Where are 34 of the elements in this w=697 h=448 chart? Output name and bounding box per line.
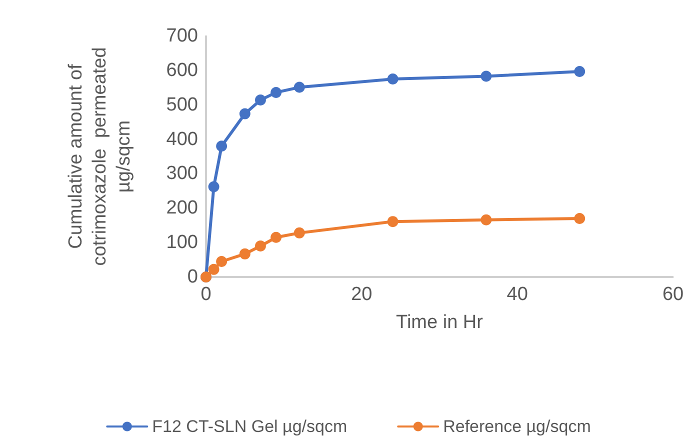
y-tick-label: 700 <box>166 26 198 46</box>
point <box>239 248 250 260</box>
x-tick-label: 20 <box>351 284 372 305</box>
y-tick-label: 200 <box>166 198 198 219</box>
y-tick-label: 300 <box>166 163 198 184</box>
y-tick-label: 100 <box>166 232 198 254</box>
y-tick-label: 500 <box>166 94 198 116</box>
point <box>270 86 282 98</box>
point <box>239 108 250 120</box>
point <box>254 94 266 106</box>
x-tick-label: 60 <box>662 284 684 305</box>
point <box>480 214 492 226</box>
point <box>208 181 220 192</box>
point <box>574 212 586 224</box>
y-tick-label: 400 <box>166 128 198 150</box>
point <box>574 66 586 77</box>
point <box>387 216 398 228</box>
x-tick-label: 40 <box>506 284 528 305</box>
point <box>216 140 228 152</box>
y-tick-label: 0 <box>187 266 198 288</box>
legend-label: Reference µg/sqcm <box>443 417 591 436</box>
y-axis-title: Cumulative amount of cotrimoxazole permeated µg/sqcm <box>66 47 134 266</box>
point <box>480 70 492 82</box>
point <box>270 232 282 243</box>
point <box>216 256 228 268</box>
point <box>254 240 266 252</box>
point <box>294 82 305 93</box>
point <box>294 227 305 238</box>
point <box>208 264 220 275</box>
y-tick-label: 600 <box>166 60 198 81</box>
point <box>387 74 398 85</box>
legend-label: F12 CT-SLN Gel µg/sqcm <box>152 417 348 436</box>
x-axis-title: Time in Hr <box>396 312 484 333</box>
x-tick-label: 0 <box>200 284 212 305</box>
